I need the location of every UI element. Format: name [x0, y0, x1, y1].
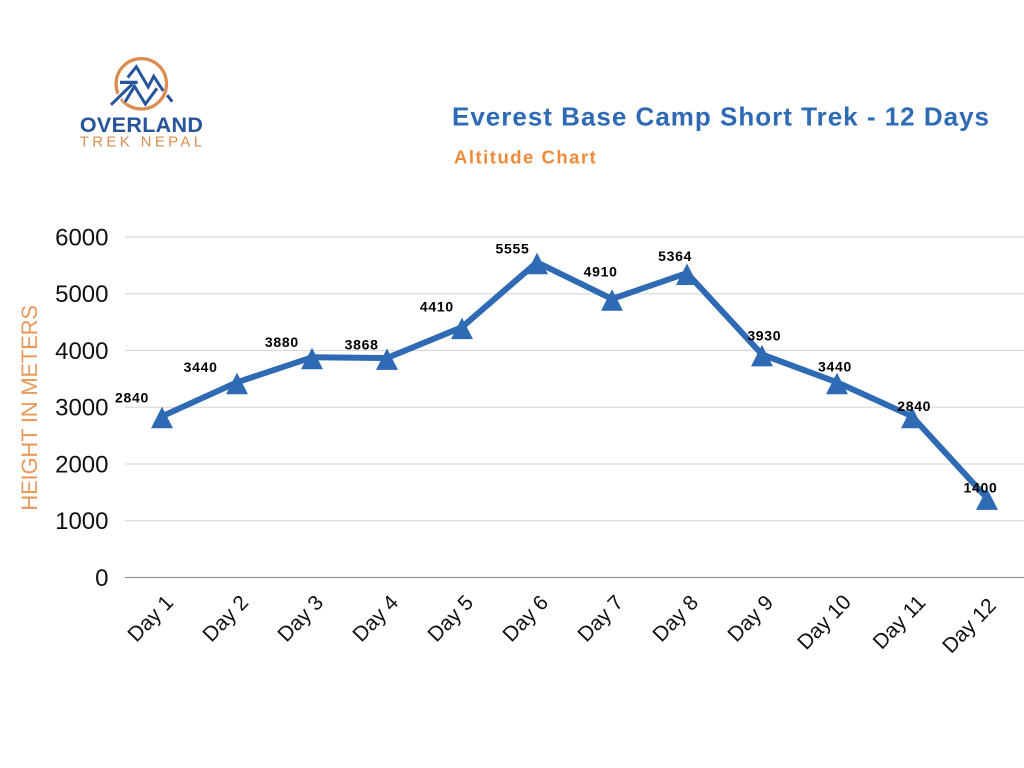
svg-text:0: 0 [95, 565, 108, 592]
svg-text:2840: 2840 [115, 390, 149, 406]
svg-text:4410: 4410 [420, 299, 454, 315]
svg-text:1400: 1400 [964, 479, 998, 495]
svg-text:2000: 2000 [55, 451, 108, 478]
svg-text:3000: 3000 [55, 395, 108, 422]
svg-text:Altitude Chart: Altitude Chart [454, 147, 597, 168]
svg-text:3930: 3930 [747, 327, 781, 343]
svg-text:4910: 4910 [584, 264, 618, 280]
svg-text:3880: 3880 [265, 334, 299, 350]
svg-text:5364: 5364 [658, 248, 692, 264]
svg-text:3440: 3440 [184, 359, 218, 375]
svg-text:6000: 6000 [55, 224, 108, 251]
svg-text:3440: 3440 [818, 359, 852, 375]
svg-text:HEIGHT IN METERS: HEIGHT IN METERS [17, 305, 42, 510]
svg-text:1000: 1000 [55, 508, 108, 535]
svg-text:4000: 4000 [55, 338, 108, 365]
svg-text:3868: 3868 [345, 337, 379, 353]
svg-text:2840: 2840 [897, 398, 931, 414]
svg-text:Everest Base Camp Short Trek -: Everest Base Camp Short Trek - 12 Days [452, 102, 990, 132]
svg-text:5000: 5000 [55, 281, 108, 308]
svg-text:5555: 5555 [496, 240, 530, 256]
svg-text:OVERLAND: OVERLAND [80, 113, 203, 137]
svg-text:TREK NEPAL: TREK NEPAL [80, 134, 206, 151]
